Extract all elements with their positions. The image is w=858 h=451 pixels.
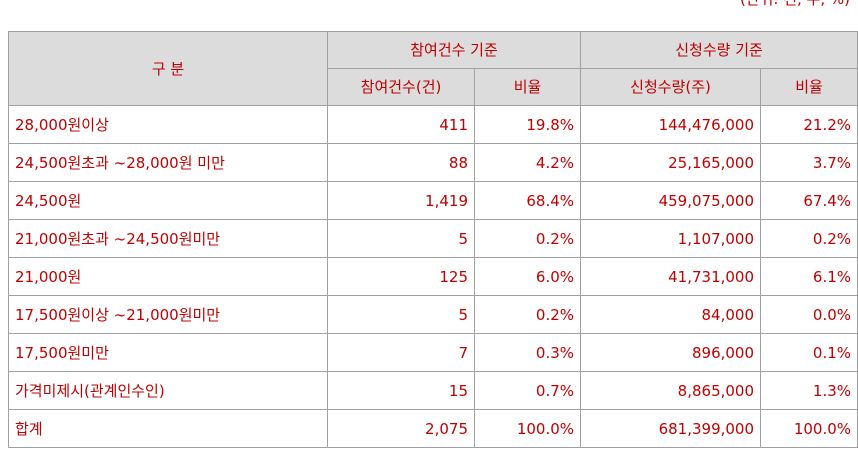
table-row: 17,500원이상 ~21,000원미만 5 0.2% 84,000 0.0% (8, 295, 858, 334)
row-label: 17,500원미만 (8, 333, 328, 372)
row-quantity-ratio: 1.3% (760, 371, 858, 410)
row-count-ratio: 0.2% (473, 219, 582, 258)
table-body: 28,000원이상 411 19.8% 144,476,000 21.2% 24… (8, 105, 858, 448)
row-label: 28,000원이상 (8, 105, 328, 144)
row-count-ratio: 68.4% (473, 181, 582, 220)
row-quantity-ratio: 3.7% (760, 143, 858, 182)
row-label: 24,500원초과 ~28,000원 미만 (8, 143, 328, 182)
row-count-ratio: 6.0% (473, 257, 582, 296)
row-quantity-ratio: 67.4% (760, 181, 858, 220)
table-row: 가격미제시(관계인수인) 15 0.7% 8,865,000 1.3% (8, 371, 858, 410)
header-row-group: 구 분 참여건수 기준 신청수량 기준 (8, 31, 858, 106)
row-quantity: 8,865,000 (580, 371, 762, 410)
row-count: 15 (327, 371, 475, 410)
table-row: 28,000원이상 411 19.8% 144,476,000 21.2% (8, 105, 858, 144)
row-quantity: 144,476,000 (580, 105, 762, 144)
row-quantity-ratio: 21.2% (760, 105, 858, 144)
row-count-ratio: 0.3% (473, 333, 582, 372)
row-quantity-ratio: 0.0% (760, 295, 858, 334)
row-quantity-ratio: 6.1% (760, 257, 858, 296)
row-count: 5 (327, 219, 475, 258)
row-quantity: 896,000 (580, 333, 762, 372)
row-count-ratio: 19.8% (473, 105, 582, 144)
header-group-quantity: 신청수량 기준 (580, 31, 858, 69)
table-row: 24,500원 1,419 68.4% 459,075,000 67.4% (8, 181, 858, 220)
row-quantity: 25,165,000 (580, 143, 762, 182)
header-category: 구 분 (8, 31, 328, 106)
row-quantity-ratio: 0.2% (760, 219, 858, 258)
total-row: 합계 2,075 100.0% 681,399,000 100.0% (8, 409, 858, 448)
row-quantity-ratio: 0.1% (760, 333, 858, 372)
row-label: 17,500원이상 ~21,000원미만 (8, 295, 328, 334)
demand-forecast-table: 구 분 참여건수 기준 신청수량 기준 참여건수(건) 비율 신청수량(주) 비… (8, 31, 858, 448)
header-participation-ratio: 비율 (473, 68, 582, 106)
row-quantity: 84,000 (580, 295, 762, 334)
header-participation-count: 참여건수(건) (327, 68, 475, 106)
unit-note: (단위: 건, 주, %) (740, 0, 850, 9)
row-count: 411 (327, 105, 475, 144)
row-count: 88 (327, 143, 475, 182)
row-count: 7 (327, 333, 475, 372)
total-label: 합계 (8, 409, 328, 448)
header-row-sub: 참여건수(건) 비율 신청수량(주) 비율 (9, 68, 858, 106)
row-label: 24,500원 (8, 181, 328, 220)
row-quantity: 1,107,000 (580, 219, 762, 258)
table-row: 24,500원초과 ~28,000원 미만 88 4.2% 25,165,000… (8, 143, 858, 182)
row-count-ratio: 0.2% (473, 295, 582, 334)
total-quantity-ratio: 100.0% (760, 409, 858, 448)
row-label: 가격미제시(관계인수인) (8, 371, 328, 410)
row-count-ratio: 0.7% (473, 371, 582, 410)
header-group-participation: 참여건수 기준 (326, 31, 582, 69)
row-label: 21,000원초과 ~24,500원미만 (8, 219, 328, 258)
table-row: 21,000원초과 ~24,500원미만 5 0.2% 1,107,000 0.… (8, 219, 858, 258)
row-count: 1,419 (327, 181, 475, 220)
total-count-ratio: 100.0% (473, 409, 582, 448)
header-quantity: 신청수량(주) (580, 68, 762, 106)
row-count-ratio: 4.2% (473, 143, 582, 182)
total-count: 2,075 (327, 409, 475, 448)
row-count: 125 (327, 257, 475, 296)
table-row: 21,000원 125 6.0% 41,731,000 6.1% (8, 257, 858, 296)
header-quantity-ratio: 비율 (760, 68, 858, 106)
total-quantity: 681,399,000 (580, 409, 762, 448)
row-count: 5 (327, 295, 475, 334)
row-quantity: 41,731,000 (580, 257, 762, 296)
row-label: 21,000원 (8, 257, 328, 296)
table-row: 17,500원미만 7 0.3% 896,000 0.1% (8, 333, 858, 372)
row-quantity: 459,075,000 (580, 181, 762, 220)
table-header: 구 분 참여건수 기준 신청수량 기준 참여건수(건) 비율 신청수량(주) 비… (8, 31, 858, 106)
